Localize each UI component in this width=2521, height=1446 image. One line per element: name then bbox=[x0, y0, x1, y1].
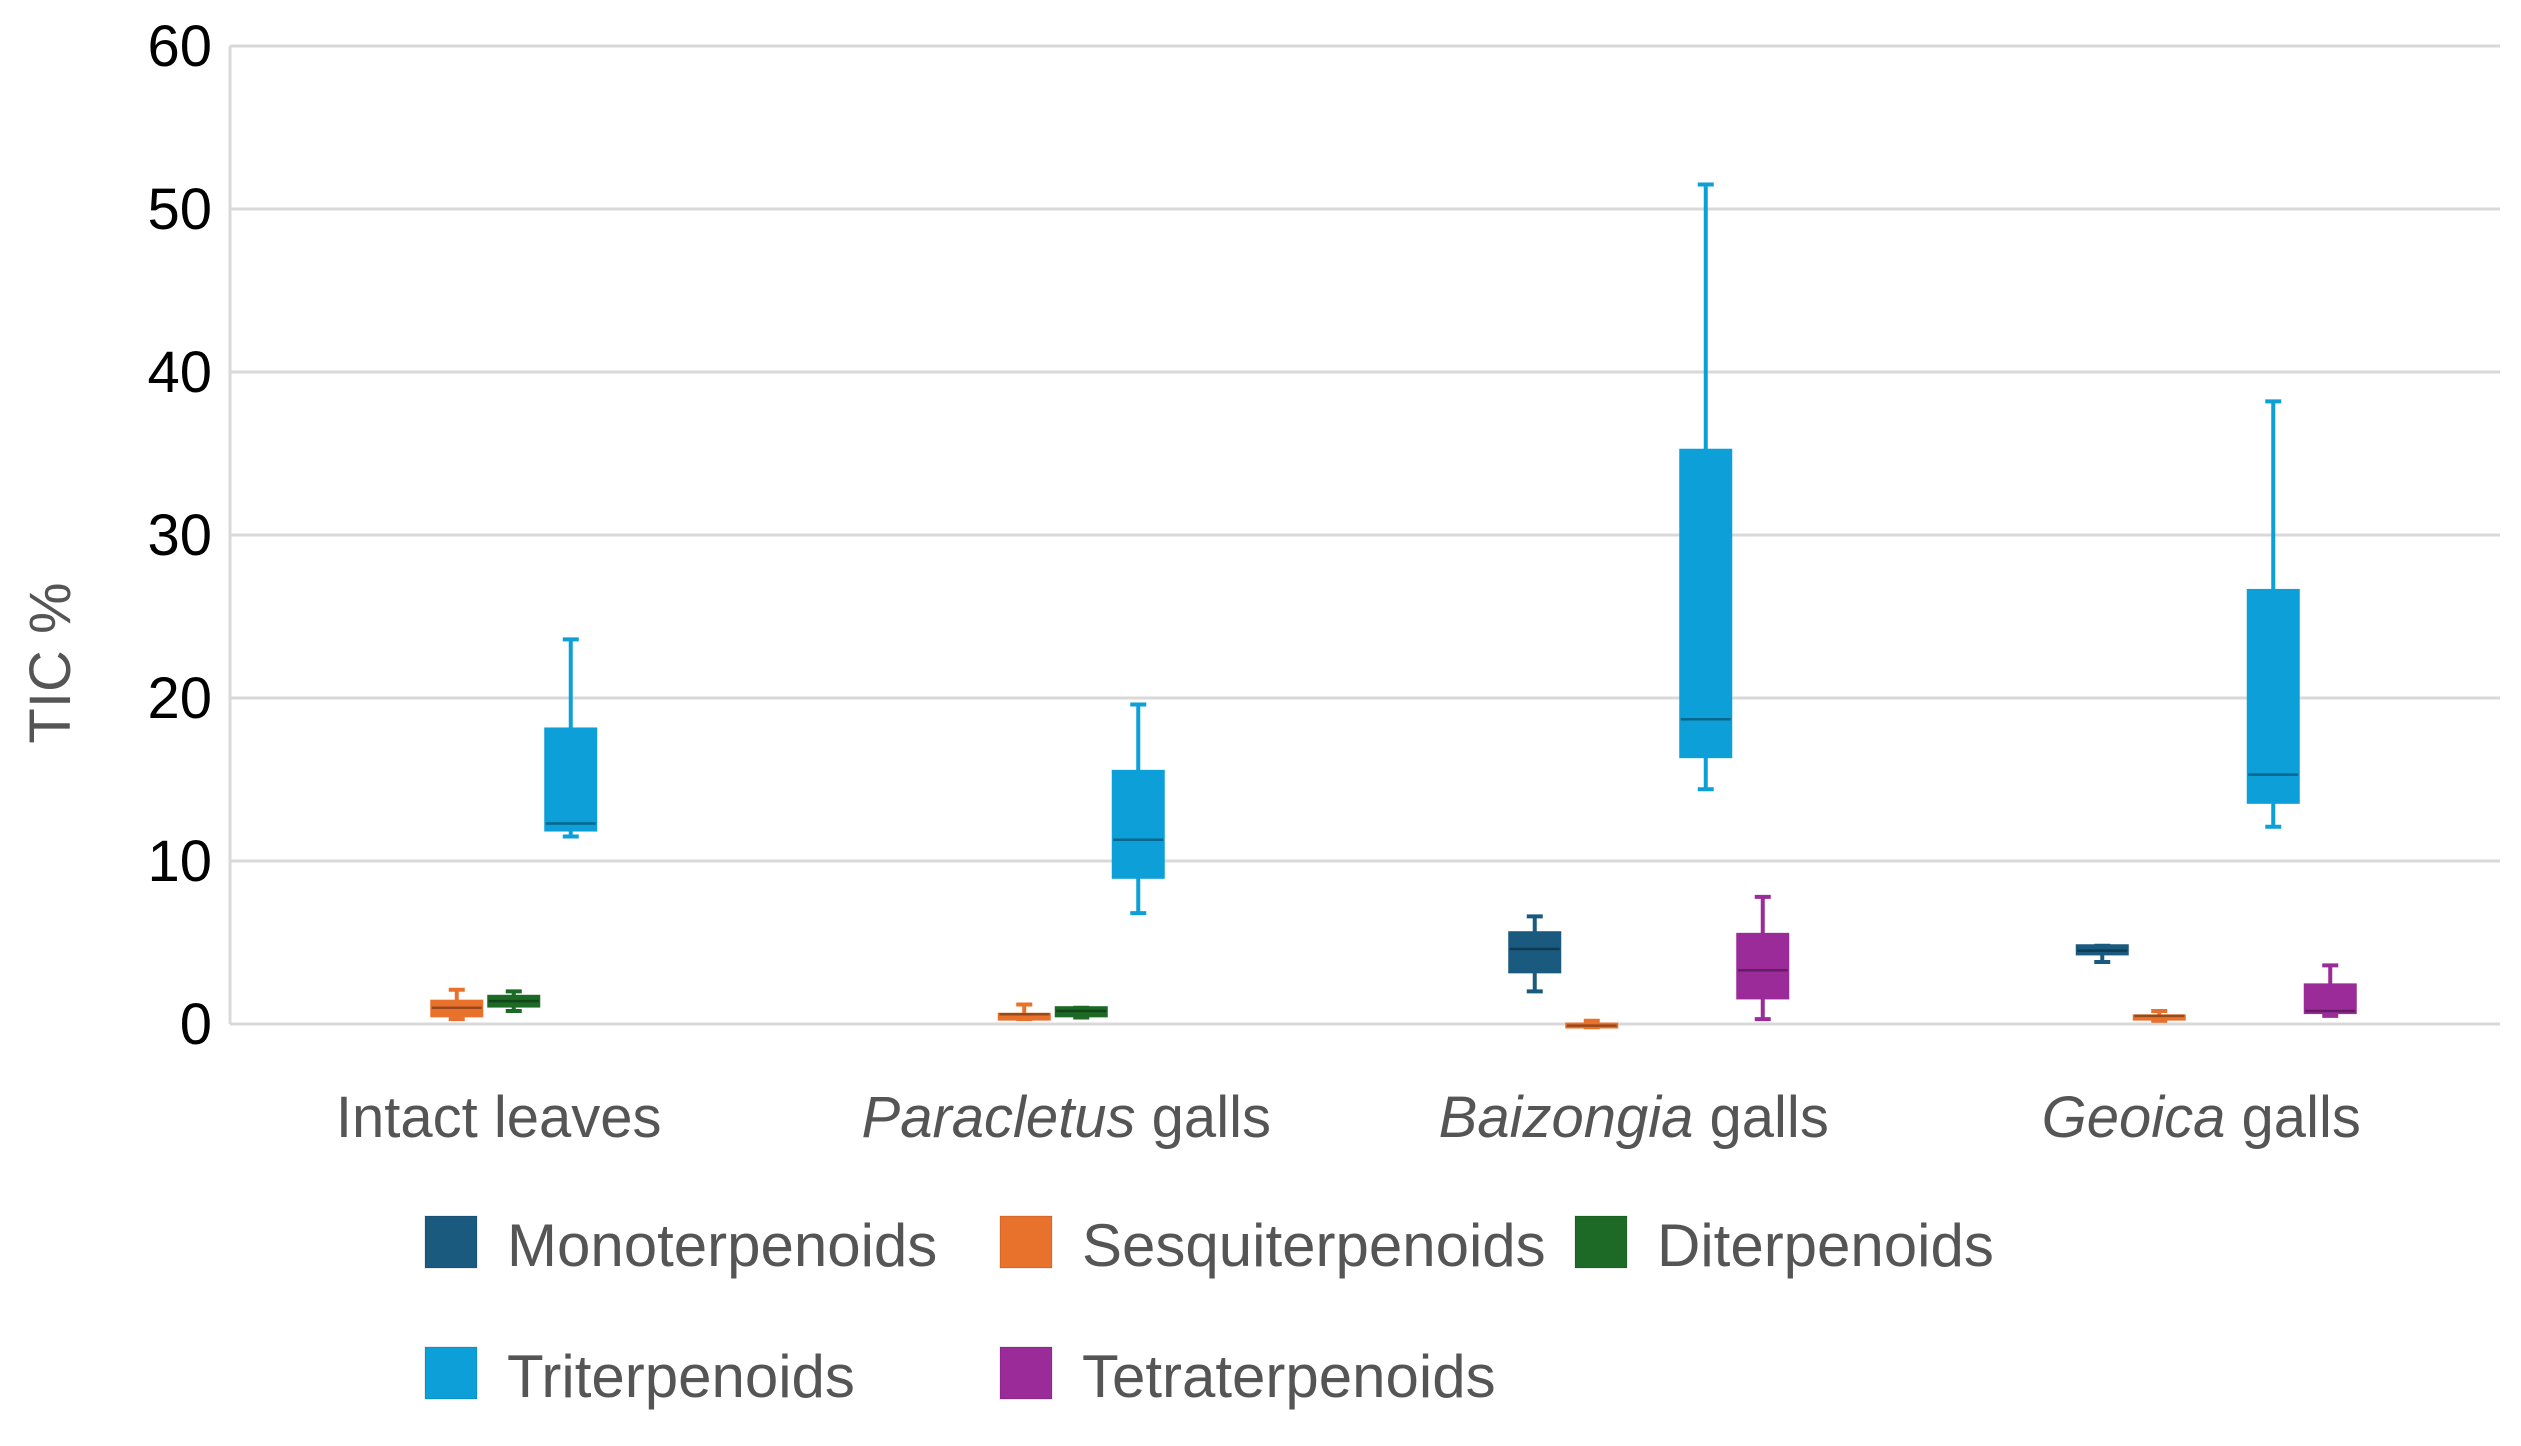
y-tick-label: 40 bbox=[147, 340, 212, 405]
y-tick-label: 10 bbox=[147, 829, 212, 894]
x-category-label-part: Paracletus bbox=[862, 1085, 1136, 1150]
box-tetraterpenoids-2 bbox=[1736, 894, 1790, 1022]
box-sesquiterpenoids-1 bbox=[997, 1002, 1051, 1022]
legend-item-diterpenoids: Diterpenoids bbox=[1574, 1212, 1994, 1279]
box-sesquiterpenoids-3 bbox=[2132, 1008, 2186, 1023]
x-category-label-part: galls bbox=[1136, 1085, 1271, 1150]
legend-swatch bbox=[424, 1346, 478, 1400]
legend-item-tetraterpenoids: Tetraterpenoids bbox=[999, 1343, 1496, 1410]
y-tick-label: 20 bbox=[147, 666, 212, 731]
box-triterpenoids-3 bbox=[2246, 399, 2300, 829]
box-iqr bbox=[430, 999, 484, 1018]
box-iqr bbox=[2246, 588, 2300, 804]
gridlines bbox=[228, 44, 2500, 1026]
y-axis-ticks: 0 10 20 30 40 50 60 bbox=[147, 14, 212, 1057]
box-triterpenoids-1 bbox=[1111, 702, 1165, 916]
box-iqr bbox=[997, 1012, 1051, 1021]
box-diterpenoids-0 bbox=[487, 989, 541, 1013]
box-plots bbox=[430, 182, 2357, 1030]
box-triterpenoids-0 bbox=[544, 637, 598, 839]
x-category-label-part: galls bbox=[1693, 1085, 1828, 1150]
box-sesquiterpenoids-2 bbox=[1565, 1018, 1619, 1030]
x-category-label: Baizongia galls bbox=[1439, 1085, 1829, 1150]
legend-item-monoterpenoids: Monoterpenoids bbox=[424, 1212, 937, 1279]
box-iqr bbox=[1111, 769, 1165, 879]
legend-label: Sesquiterpenoids bbox=[1082, 1212, 1546, 1279]
box-monoterpenoids-3 bbox=[2075, 943, 2129, 965]
box-iqr bbox=[487, 994, 541, 1008]
y-tick-label: 0 bbox=[180, 992, 212, 1057]
box-tetraterpenoids-3 bbox=[2303, 963, 2357, 1018]
box-iqr bbox=[1565, 1022, 1619, 1029]
box-iqr bbox=[2075, 944, 2129, 956]
box-iqr bbox=[544, 727, 598, 832]
box-iqr bbox=[1054, 1006, 1108, 1018]
y-tick-label: 50 bbox=[147, 177, 212, 242]
legend: Monoterpenoids Sesquiterpenoids Diterpenoi… bbox=[424, 1212, 1994, 1410]
legend-swatch bbox=[999, 1346, 1053, 1400]
x-category-label-part: Geoica bbox=[2042, 1085, 2226, 1150]
x-category-label: Intact leaves bbox=[336, 1085, 662, 1150]
box-monoterpenoids-2 bbox=[1508, 914, 1562, 994]
legend-label: Tetraterpenoids bbox=[1082, 1343, 1496, 1410]
x-axis-category-labels: Intact leaves Paracletus galls Baizongia g… bbox=[336, 1085, 2361, 1150]
x-category-label-part: Baizongia bbox=[1439, 1085, 1694, 1150]
x-category-label-part: Intact leaves bbox=[336, 1085, 662, 1150]
x-category-label-part: galls bbox=[2225, 1085, 2360, 1150]
box-sesquiterpenoids-0 bbox=[430, 987, 484, 1022]
legend-item-sesquiterpenoids: Sesquiterpenoids bbox=[999, 1212, 1546, 1279]
y-tick-label: 60 bbox=[147, 14, 212, 79]
legend-label: Triterpenoids bbox=[507, 1343, 855, 1410]
legend-swatch bbox=[1574, 1215, 1628, 1269]
box-iqr bbox=[1736, 932, 1790, 1000]
legend-swatch bbox=[999, 1215, 1053, 1269]
box-iqr bbox=[1508, 931, 1562, 974]
box-iqr bbox=[1679, 448, 1733, 759]
legend-item-triterpenoids: Triterpenoids bbox=[424, 1343, 855, 1410]
legend-label: Diterpenoids bbox=[1657, 1212, 1994, 1279]
box-triterpenoids-2 bbox=[1679, 182, 1733, 792]
legend-swatch bbox=[424, 1215, 478, 1269]
y-tick-label: 30 bbox=[147, 503, 212, 568]
x-category-label: Geoica galls bbox=[2042, 1085, 2361, 1150]
legend-label: Monoterpenoids bbox=[507, 1212, 937, 1279]
y-axis-title: TIC % bbox=[18, 582, 83, 743]
box-iqr bbox=[2303, 983, 2357, 1015]
x-category-label: Paracletus galls bbox=[862, 1085, 1271, 1150]
box-diterpenoids-1 bbox=[1054, 1005, 1108, 1020]
box-iqr bbox=[2132, 1014, 2186, 1021]
